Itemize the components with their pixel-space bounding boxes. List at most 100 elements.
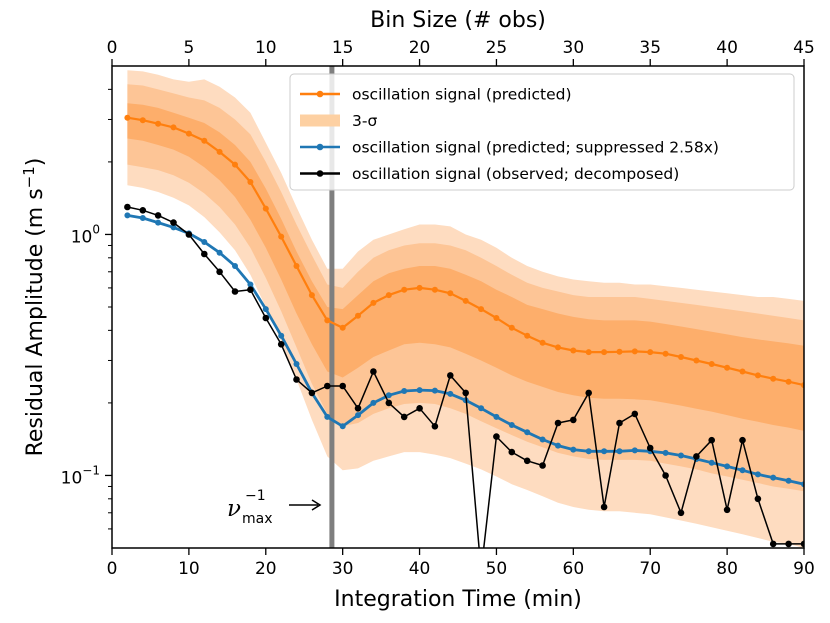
- series-2-point: [185, 231, 193, 238]
- series-2-point: [447, 372, 454, 379]
- top-tick-label: 0: [107, 38, 118, 58]
- x-tick-label: 20: [255, 559, 277, 579]
- series-2-point: [431, 423, 439, 430]
- legend-marker: [316, 143, 324, 151]
- y-axis-title: Residual Amplitude (m s−1): [20, 158, 48, 457]
- series-1-point: [232, 263, 238, 269]
- series-0-point: [370, 299, 377, 306]
- series-0-point: [678, 354, 684, 360]
- legend-patch: [300, 114, 340, 127]
- series-2-point: [124, 203, 131, 211]
- series-1-point: [570, 446, 577, 453]
- series-2-point: [201, 250, 208, 258]
- series-1-point: [355, 412, 361, 419]
- series-0-point: [339, 324, 346, 331]
- series-1-point: [416, 387, 423, 394]
- series-1-point: [616, 448, 623, 455]
- x-tick-label: 50: [486, 559, 508, 579]
- series-0-point: [570, 347, 577, 354]
- ticks-layer: 0 10 20 30 40 50 60 70 80 90 0 5 10 15 20 25 30 35 40 45 100…: [61, 38, 815, 579]
- series-2-point: [677, 509, 685, 517]
- series-0-point: [278, 233, 285, 240]
- series-2-point: [785, 540, 792, 548]
- series-0-point: [447, 290, 454, 297]
- series-0-point: [524, 332, 531, 339]
- y-tick-label: 100: [71, 222, 100, 247]
- series-1-point: [770, 474, 777, 481]
- series-1-point: [155, 219, 162, 226]
- series-2-point: [216, 268, 223, 276]
- series-2-point: [324, 382, 331, 390]
- top-tick-label: 30: [563, 38, 585, 58]
- top-tick-label: 45: [793, 38, 815, 58]
- series-2-point: [708, 436, 715, 444]
- series-1-point: [493, 413, 500, 420]
- series-0-point: [585, 349, 592, 356]
- x-axis-title: Integration Time (min): [334, 587, 582, 612]
- x-tick-label: 30: [332, 559, 354, 579]
- top-tick-label: 15: [332, 38, 354, 58]
- numax-label: ν: [227, 496, 241, 522]
- series-0-point: [185, 130, 192, 137]
- series-1-point: [124, 212, 131, 219]
- series-0-point: [232, 161, 238, 168]
- series-1-point: [785, 477, 792, 484]
- series-0-point: [201, 137, 208, 144]
- series-0-point: [508, 324, 515, 331]
- series-0-point: [785, 378, 792, 385]
- series-2-point: [277, 341, 285, 348]
- series-1-point: [278, 332, 285, 339]
- series-1-point: [739, 467, 746, 474]
- series-0-point: [478, 306, 485, 313]
- series-1-point: [678, 452, 684, 459]
- series-2-point: [523, 457, 531, 465]
- series-2-point: [400, 413, 408, 421]
- series-1-point: [555, 442, 561, 449]
- series-0-point: [247, 179, 254, 185]
- series-1-point: [293, 361, 300, 367]
- series-0-point: [539, 339, 546, 346]
- series-1-point: [324, 413, 331, 420]
- series-1-point: [754, 471, 761, 478]
- series-1-point: [478, 405, 485, 412]
- series-2-point: [493, 433, 500, 440]
- top-tick-label: 5: [183, 38, 194, 58]
- series-2-point: [554, 419, 562, 427]
- series-2-point: [462, 389, 470, 397]
- series-1-point: [524, 429, 531, 436]
- series-0-point: [262, 205, 269, 212]
- series-2-point: [370, 368, 377, 375]
- series-0-point: [708, 361, 715, 367]
- series-0-point: [355, 312, 361, 319]
- series-1-point: [201, 239, 208, 245]
- series-2-point: [754, 495, 762, 503]
- series-2-point: [262, 314, 270, 322]
- series-1-point: [662, 449, 669, 456]
- series-1-point: [631, 447, 638, 454]
- x-tick-label: 10: [178, 559, 200, 579]
- legend-marker: [316, 170, 324, 177]
- series-0-point: [601, 349, 608, 356]
- series-0-point: [631, 348, 638, 355]
- series-0-point: [724, 364, 731, 371]
- series-1-point: [401, 388, 408, 394]
- x-tick-label: 70: [639, 559, 661, 579]
- series-1-point: [601, 448, 608, 455]
- series-1-point: [170, 224, 177, 231]
- series-0-point: [324, 317, 331, 324]
- series-2-point: [570, 416, 577, 424]
- numax-arrow-head: [311, 499, 322, 511]
- top-tick-label: 10: [255, 38, 277, 58]
- top-tick-label: 35: [639, 38, 661, 58]
- series-0-point: [416, 284, 423, 291]
- series-2-point: [616, 419, 623, 427]
- series-0-point: [493, 315, 500, 321]
- series-1-point: [370, 399, 377, 406]
- series-0-point: [308, 292, 315, 299]
- legend-label: oscillation signal (predicted; suppresse…: [352, 139, 719, 157]
- legend: oscillation signal (predicted) 3-σ oscilla…: [289, 73, 795, 191]
- series-2-point: [600, 503, 608, 511]
- series-2-point: [308, 389, 316, 397]
- series-1-point: [585, 448, 592, 455]
